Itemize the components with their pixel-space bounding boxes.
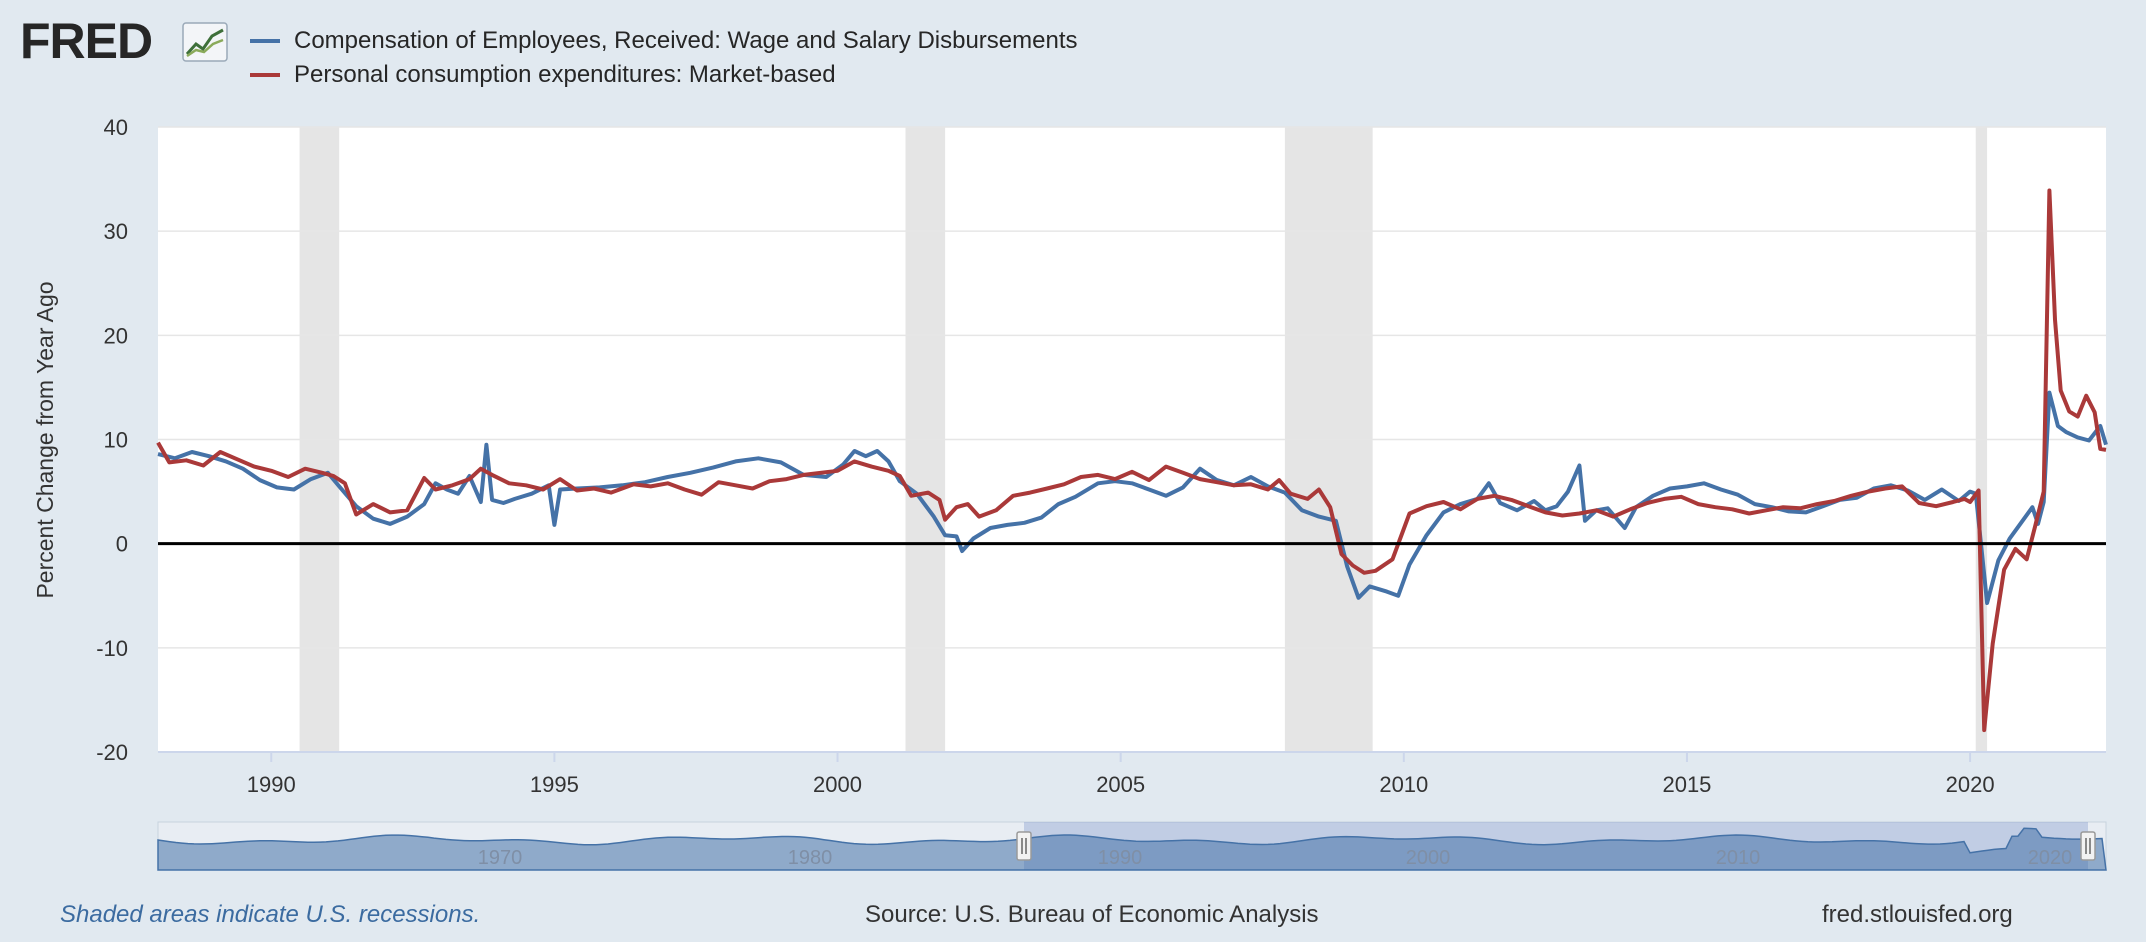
range-navigator: 1970 1980 1990 2000 2010 2020 xyxy=(157,821,2107,871)
legend-item-pce[interactable]: Personal consumption expenditures: Marke… xyxy=(250,61,836,89)
navigator-tick-label: 1980 xyxy=(788,847,833,869)
navigator-tick-label: 1970 xyxy=(478,847,523,869)
y-tick-label: -20 xyxy=(96,740,128,765)
series-line-2 xyxy=(156,188,2107,733)
y-tick-label: 30 xyxy=(104,219,128,244)
x-tick-label: 2000 xyxy=(813,772,862,797)
navigator-right-handle[interactable] xyxy=(2080,831,2096,861)
navigator-tick-label: 1990 xyxy=(1098,847,1143,869)
y-tick-label: 0 xyxy=(116,532,128,557)
navigator-series xyxy=(157,827,2107,871)
y-tick-label: 20 xyxy=(104,323,128,348)
recession-note: Shaded areas indicate U.S. recessions. xyxy=(60,901,481,928)
navigator-tick-label: 2020 xyxy=(2028,847,2073,869)
series-lines xyxy=(156,188,2108,733)
navigator-left-handle[interactable] xyxy=(1016,831,1032,861)
x-tick-label: 2020 xyxy=(1946,772,1995,797)
x-tick-label: 2005 xyxy=(1096,772,1145,797)
x-tick-label: 1995 xyxy=(530,772,579,797)
legend-label: Personal consumption expenditures: Marke… xyxy=(294,61,836,88)
y-axis-ticks: -20 -10 0 10 20 30 40 xyxy=(96,115,128,765)
legend-swatch-red xyxy=(250,73,280,77)
navigator-tick-label: 2010 xyxy=(1716,847,1761,869)
y-tick-label: 40 xyxy=(104,115,128,140)
y-axis-label: Percent Change from Year Ago xyxy=(32,281,58,598)
legend-item-compensation[interactable]: Compensation of Employees, Received: Wag… xyxy=(250,27,1078,55)
site-link[interactable]: fred.stlouisfed.org xyxy=(1822,901,2013,928)
navigator-tick-label: 2000 xyxy=(1406,847,1451,869)
series-line-1 xyxy=(157,390,2108,605)
fred-logo: FRED xyxy=(20,13,153,69)
x-axis-ticks: 1990 1995 2000 2005 2010 2015 2020 xyxy=(247,752,1995,797)
y-tick-label: -10 xyxy=(96,636,128,661)
grid-lines xyxy=(158,126,2106,753)
source-text: Source: U.S. Bureau of Economic Analysis xyxy=(865,901,1319,928)
x-tick-label: 1990 xyxy=(247,772,296,797)
x-tick-label: 2015 xyxy=(1662,772,1711,797)
legend-swatch-blue xyxy=(250,39,280,43)
y-tick-label: 10 xyxy=(104,428,128,453)
chart-line-icon xyxy=(182,22,228,62)
legend-label: Compensation of Employees, Received: Wag… xyxy=(294,27,1078,54)
x-tick-label: 2010 xyxy=(1379,772,1428,797)
